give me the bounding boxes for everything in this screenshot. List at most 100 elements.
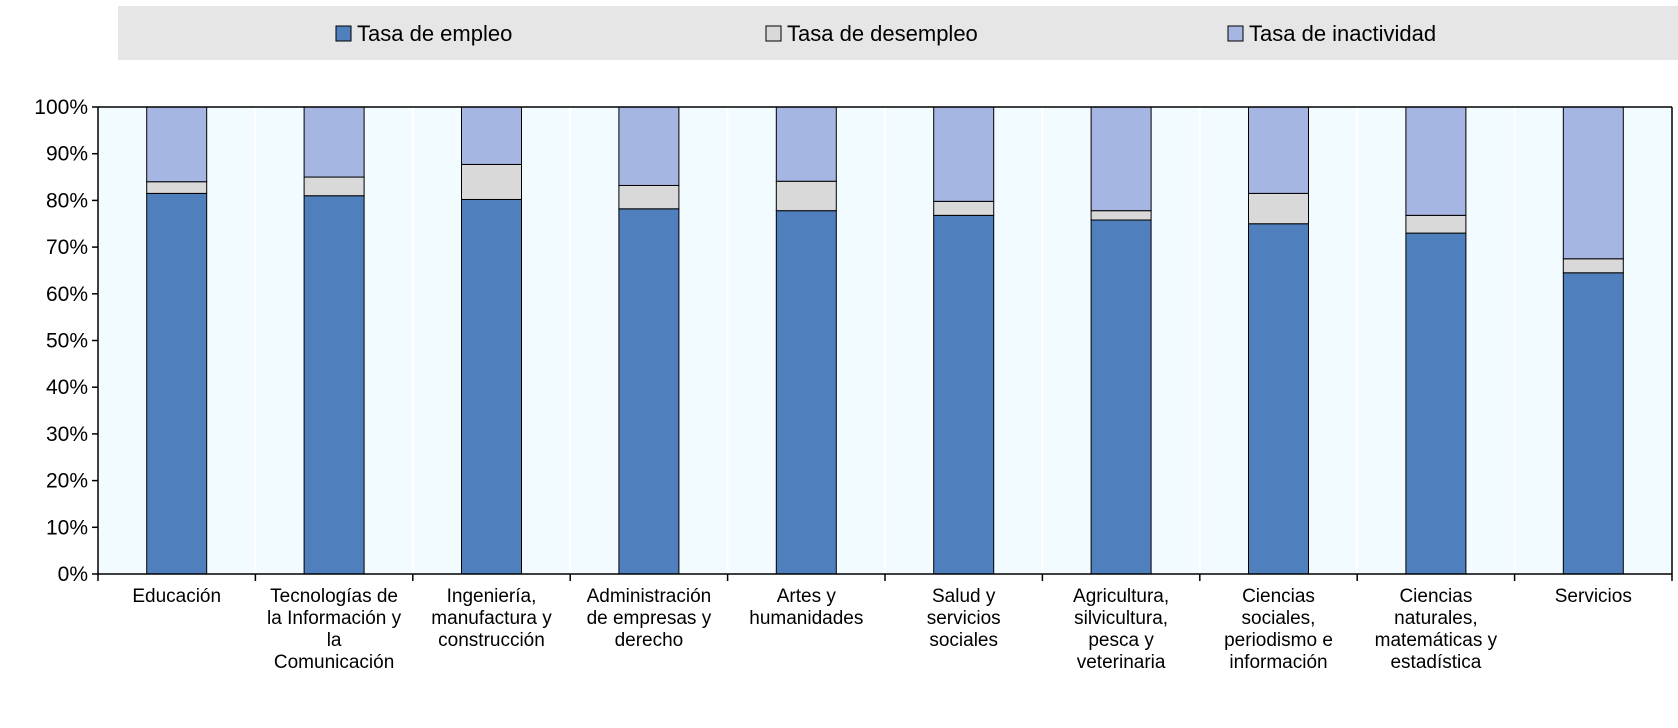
x-tick-label-line: veterinaria: [1077, 652, 1166, 673]
y-tick-label: 10%: [46, 516, 88, 539]
bar-segment: [303, 195, 365, 575]
x-tick-label-line: manufactura y: [431, 608, 552, 629]
bar-segment: [933, 106, 995, 202]
bar-segment: [933, 214, 995, 575]
bar-segment: [933, 200, 995, 216]
x-tick-label-line: sociales: [929, 630, 998, 651]
x-tick-label-line: Ciencias: [1242, 586, 1315, 607]
x-tick-label: Ingeniería, manufactura y construcción: [431, 586, 552, 651]
x-tick-label-line: Servicios: [1555, 586, 1632, 607]
x-tick-label-line: Ingeniería,: [447, 586, 537, 607]
x-tick-label-line: Educación: [132, 586, 221, 607]
bar-stack: [1248, 106, 1309, 575]
x-tick-label-line: Tecnologías de: [270, 586, 398, 607]
bar-segment: [146, 181, 208, 194]
bar-segment: [618, 184, 680, 210]
x-tick-label-line: sociales,: [1242, 608, 1316, 629]
legend-label: Tasa de desempleo: [787, 21, 978, 46]
legend-swatch: [335, 25, 352, 42]
x-tick-label: Agricultura, silvicultura, pesca y veterina…: [1073, 586, 1169, 673]
legend-swatch: [1227, 25, 1244, 42]
bar-segment: [461, 106, 522, 165]
x-tick-label-line: Administración: [587, 586, 712, 607]
bar-segment: [1248, 192, 1309, 225]
x-tick-label: Artes y humanidades: [749, 586, 863, 629]
x-tick-label-line: naturales,: [1394, 608, 1477, 629]
x-tick-label-line: construcción: [438, 630, 545, 651]
legend-item: Tasa de inactividad: [1227, 21, 1436, 46]
bar-segment: [146, 106, 208, 183]
legend-item: Tasa de desempleo: [765, 21, 978, 46]
x-tick-label-line: derecho: [615, 630, 684, 651]
bar-segment: [1405, 232, 1467, 575]
x-tick-label-line: Salud y: [932, 586, 996, 607]
x-tick-label: Salud y servicios sociales: [927, 586, 1001, 651]
bar-segment: [1090, 106, 1152, 212]
bar-segment: [618, 208, 680, 575]
bar-segment: [303, 176, 365, 197]
gridlines: [254, 107, 1516, 574]
x-tick-label-line: matemáticas y: [1375, 630, 1498, 651]
bar-segment: [1562, 106, 1624, 260]
x-tick-label-line: Comunicación: [274, 652, 394, 673]
bar-segment: [1248, 106, 1309, 194]
bars: [146, 106, 1624, 575]
bar-segment: [461, 163, 522, 200]
bar-segment: [1090, 219, 1152, 575]
bar-segment: [1405, 106, 1467, 216]
x-tick-label-line: de empresas y: [587, 608, 712, 629]
x-tick-label: Servicios: [1555, 586, 1632, 607]
y-tick-label: 80%: [46, 189, 88, 212]
bar-stack: [775, 106, 837, 575]
axes: [97, 106, 1673, 581]
x-tick-label-line: periodismo e: [1224, 630, 1333, 651]
y-tick-label: 30%: [46, 423, 88, 446]
x-tick-label: Administración de empresas y derecho: [587, 586, 712, 651]
bar-segment: [146, 192, 208, 575]
bar-segment: [775, 180, 837, 212]
x-tick-label-line: silvicultura,: [1074, 608, 1168, 629]
y-tick-label: 70%: [46, 236, 88, 259]
x-tick-label-line: la: [327, 630, 342, 651]
x-tick-label-line: estadística: [1390, 652, 1481, 673]
x-tick-label-line: Ciencias: [1399, 586, 1472, 607]
x-tick-label: Tecnologías de la Información y la Comunica…: [267, 586, 402, 673]
bar-segment: [1405, 214, 1467, 234]
bar-stack: [461, 106, 522, 575]
y-tick-label: 90%: [46, 143, 88, 166]
bar-stack: [303, 106, 365, 575]
y-tick-label: 20%: [46, 470, 88, 493]
bar-segment: [303, 106, 365, 178]
bar-stack: [1562, 106, 1624, 575]
bar-segment: [461, 198, 522, 575]
legend-swatch: [765, 25, 782, 42]
legend: Tasa de empleo Tasa de desempleo Tasa de i…: [335, 21, 1436, 46]
x-tick-label-line: información: [1229, 652, 1327, 673]
bar-segment: [775, 106, 837, 182]
x-tick-label-line: Agricultura,: [1073, 586, 1169, 607]
x-tick-label-line: Artes y: [777, 586, 837, 607]
x-tick-label-line: humanidades: [749, 608, 863, 629]
bar-stack: [1090, 106, 1152, 575]
y-tick-label: 40%: [46, 376, 88, 399]
x-tick-label-line: pesca y: [1088, 630, 1154, 651]
bar-segment: [1562, 272, 1624, 575]
legend-label: Tasa de empleo: [357, 21, 512, 46]
bar-stack: [933, 106, 995, 575]
bar-segment: [1562, 258, 1624, 274]
x-tick-label: Educación: [132, 586, 221, 607]
bar-segment: [775, 210, 837, 575]
legend-label: Tasa de inactividad: [1249, 21, 1436, 46]
bar-segment: [1248, 223, 1309, 575]
x-tick-label: Ciencias sociales, periodismo e información: [1224, 586, 1333, 673]
x-tick-label-line: servicios: [927, 608, 1001, 629]
bar-segment: [618, 106, 680, 186]
bar-stack: [1405, 106, 1467, 575]
legend-item: Tasa de empleo: [335, 21, 512, 46]
y-tick-label: 100%: [34, 96, 88, 119]
bar-stack: [146, 106, 208, 575]
legend-box: [118, 6, 1678, 60]
